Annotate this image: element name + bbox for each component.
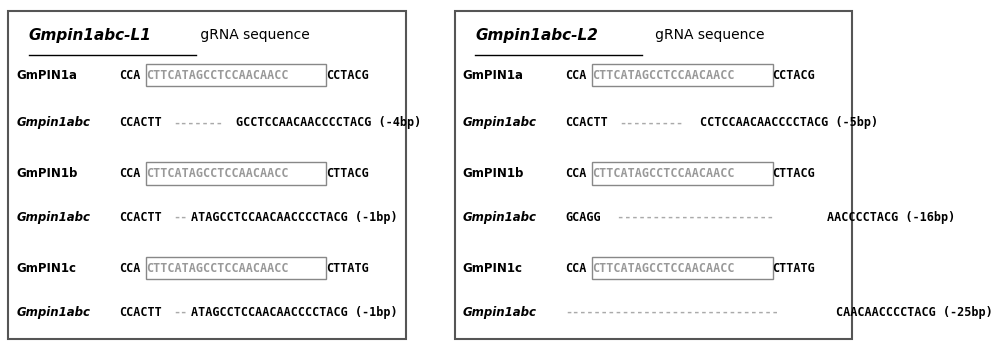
Bar xyxy=(592,257,773,279)
Text: CTTCATAGCCTCCAACAACC: CTTCATAGCCTCCAACAACC xyxy=(146,167,288,180)
Bar xyxy=(146,257,326,279)
Text: ATAGCCTCCAACAACCCCTACG (-1bp): ATAGCCTCCAACAACCCCTACG (-1bp) xyxy=(191,211,398,224)
Text: CCACTT: CCACTT xyxy=(119,211,162,224)
Text: Gmpin1abc: Gmpin1abc xyxy=(16,116,90,129)
Text: ---------: --------- xyxy=(619,116,683,129)
Text: Gmpin1abc: Gmpin1abc xyxy=(16,306,90,319)
Text: CTTACG: CTTACG xyxy=(326,167,369,180)
Text: -------: ------- xyxy=(173,116,223,129)
Text: CTTACG: CTTACG xyxy=(773,167,815,180)
Text: CTTCATAGCCTCCAACAACC: CTTCATAGCCTCCAACAACC xyxy=(146,262,288,275)
Text: GmPIN1b: GmPIN1b xyxy=(463,167,524,180)
Text: CTTCATAGCCTCCAACAACC: CTTCATAGCCTCCAACAACC xyxy=(592,69,735,82)
Text: CCTACG: CCTACG xyxy=(326,69,369,82)
Text: CCA: CCA xyxy=(565,262,587,275)
Text: CCA: CCA xyxy=(565,69,587,82)
Text: GmPIN1c: GmPIN1c xyxy=(463,262,523,275)
Text: --: -- xyxy=(173,211,187,224)
Text: --: -- xyxy=(173,306,187,319)
Text: gRNA sequence: gRNA sequence xyxy=(642,28,765,42)
Text: CCA: CCA xyxy=(119,69,140,82)
Text: CTTCATAGCCTCCAACAACC: CTTCATAGCCTCCAACAACC xyxy=(146,69,288,82)
Text: CCACTT: CCACTT xyxy=(119,306,162,319)
FancyBboxPatch shape xyxy=(455,11,852,339)
Bar xyxy=(146,64,326,86)
Text: Gmpin1abc: Gmpin1abc xyxy=(463,116,537,129)
Text: ------------------------------: ------------------------------ xyxy=(565,306,779,319)
Text: gRNA sequence: gRNA sequence xyxy=(196,28,310,42)
Text: CCACTT: CCACTT xyxy=(119,116,162,129)
Text: CTTCATAGCCTCCAACAACC: CTTCATAGCCTCCAACAACC xyxy=(592,262,735,275)
Text: CCA: CCA xyxy=(565,167,587,180)
Bar xyxy=(592,64,773,86)
Text: GmPIN1a: GmPIN1a xyxy=(463,69,524,82)
Text: CCTACG: CCTACG xyxy=(773,69,815,82)
Text: Gmpin1abc-L1: Gmpin1abc-L1 xyxy=(29,28,152,43)
Text: CCA: CCA xyxy=(119,262,140,275)
Text: CTTCATAGCCTCCAACAACC: CTTCATAGCCTCCAACAACC xyxy=(592,167,735,180)
Text: AACCCCTACG (-16bp): AACCCCTACG (-16bp) xyxy=(827,211,955,224)
Text: GmPIN1b: GmPIN1b xyxy=(16,167,78,180)
Text: GCAGG: GCAGG xyxy=(565,211,601,224)
Text: CTTATG: CTTATG xyxy=(326,262,369,275)
Bar xyxy=(146,162,326,185)
Text: Gmpin1abc: Gmpin1abc xyxy=(16,211,90,224)
Text: GmPIN1c: GmPIN1c xyxy=(16,262,76,275)
Text: Gmpin1abc: Gmpin1abc xyxy=(463,211,537,224)
Text: ATAGCCTCCAACAACCCCTACG (-1bp): ATAGCCTCCAACAACCCCTACG (-1bp) xyxy=(191,306,398,319)
Bar xyxy=(592,162,773,185)
Text: CCTCCAACAACCCCTACG (-5bp): CCTCCAACAACCCCTACG (-5bp) xyxy=(700,116,879,129)
Text: Gmpin1abc: Gmpin1abc xyxy=(463,306,537,319)
Text: GmPIN1a: GmPIN1a xyxy=(16,69,77,82)
Text: CCACTT: CCACTT xyxy=(565,116,608,129)
Text: GCCTCCAACAACCCCTACG (-4bp): GCCTCCAACAACCCCTACG (-4bp) xyxy=(236,116,421,129)
Text: Gmpin1abc-L2: Gmpin1abc-L2 xyxy=(475,28,598,43)
Text: CCA: CCA xyxy=(119,167,140,180)
Text: ----------------------: ---------------------- xyxy=(610,211,781,224)
Text: CAACAACCCCTACG (-25bp): CAACAACCCCTACG (-25bp) xyxy=(836,306,992,319)
Text: CTTATG: CTTATG xyxy=(773,262,815,275)
FancyBboxPatch shape xyxy=(8,11,406,339)
